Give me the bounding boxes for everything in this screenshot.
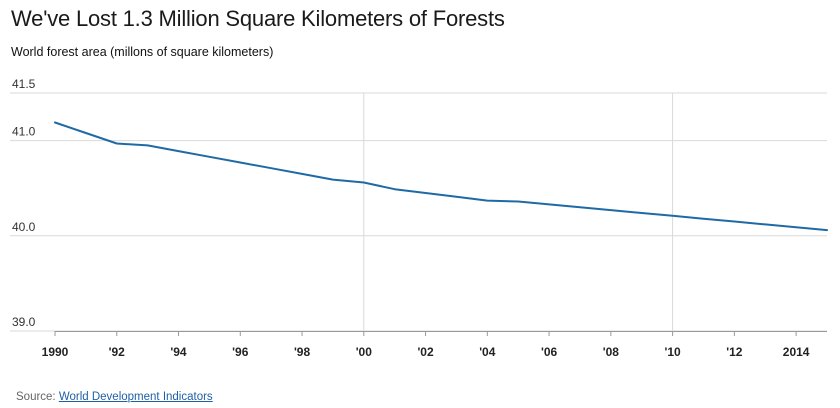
chart-subtitle: World forest area (millons of square kil… [11,45,274,59]
source-link[interactable]: World Development Indicators [58,391,213,403]
forest-area-line-chart: 39.0 40.0 41.0 41.5 1990 '92 '94 '96 '98 '00 '02 '0… [10,77,828,359]
x-tick-label: '02 [417,345,434,359]
source-label: Source: [16,391,56,403]
x-tick-label: '10 [664,345,681,359]
y-tick-label: 41.0 [12,125,36,139]
forest-area-series-line [54,121,828,232]
y-tick-label: 41.5 [12,77,36,91]
x-tick-label: 2014 [783,345,810,359]
y-tick-label: 39.0 [12,315,36,329]
x-tick-label: '04 [479,345,496,359]
y-tick-label: 40.0 [12,220,36,234]
x-tick-label: '12 [726,345,743,359]
x-tick-label: 1990 [42,345,69,359]
x-tick-label: '98 [294,345,311,359]
x-tick-label: '06 [541,345,558,359]
x-tick-label: '94 [170,345,187,359]
x-tick-label: '92 [109,345,126,359]
x-tick-label: '08 [603,345,620,359]
x-tick-label: '00 [356,345,373,359]
source-note: Source: World Development Indicators [16,391,213,403]
chart-title: We've Lost 1.3 Million Square Kilometers… [11,6,505,31]
x-tick-label: '96 [232,345,249,359]
